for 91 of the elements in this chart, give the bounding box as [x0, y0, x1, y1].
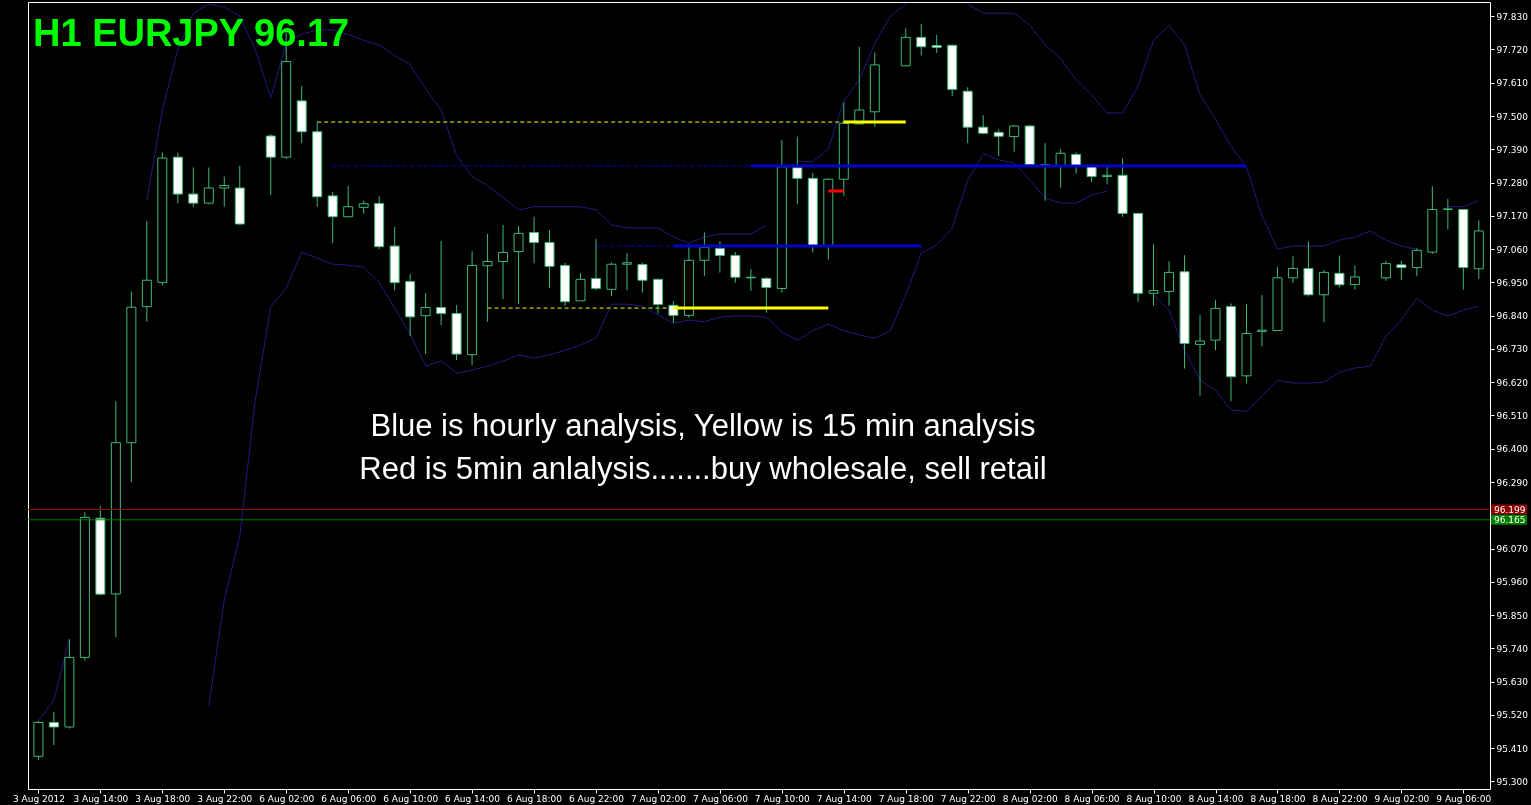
- candlestick: [621, 252, 632, 291]
- candlestick: [575, 272, 586, 302]
- y-tick-label: 95.520: [1496, 710, 1529, 721]
- candlestick: [714, 240, 725, 274]
- x-tick-label: 8 Aug 10:00: [1126, 793, 1182, 804]
- y-tick-label: 95.850: [1496, 610, 1529, 621]
- ref-line-label: 96.165: [1494, 514, 1526, 525]
- y-tick-label: 96.730: [1496, 344, 1529, 355]
- x-tick-label: 8 Aug 22:00: [1312, 793, 1368, 804]
- y-tick-label: 96.840: [1496, 311, 1529, 322]
- x-tick-label: 6 Aug 02:00: [259, 793, 315, 804]
- candlestick: [1256, 294, 1267, 347]
- y-tick-label: 95.630: [1496, 677, 1529, 688]
- y-tick-label: 97.280: [1496, 178, 1529, 189]
- y-tick-label: 97.170: [1496, 211, 1529, 222]
- x-tick-label: 6 Aug 14:00: [445, 793, 501, 804]
- candlestick: [1287, 255, 1298, 284]
- y-tick-label: 95.300: [1496, 776, 1529, 787]
- candlestick: [482, 233, 493, 323]
- candlestick: [498, 224, 509, 300]
- y-tick-label: 97.610: [1496, 78, 1529, 89]
- y-tick-label: 97.720: [1496, 44, 1529, 55]
- x-tick-label: 7 Aug 02:00: [630, 793, 687, 804]
- candlestick: [343, 185, 354, 218]
- x-tick-label: 6 Aug 06:00: [321, 793, 377, 804]
- candlestick: [219, 176, 230, 208]
- candlestick: [48, 711, 59, 746]
- x-tick-label: 8 Aug 18:00: [1250, 793, 1306, 804]
- candlestick: [529, 216, 540, 264]
- y-tick-label: 96.510: [1496, 410, 1529, 421]
- x-tick-label: 3 Aug 2012: [12, 793, 65, 804]
- annotation: Blue is hourly analysis, Yellow is 15 min analysis: [370, 408, 1036, 443]
- candlestick: [590, 238, 601, 291]
- y-tick-label: 97.830: [1496, 11, 1529, 22]
- y-tick-label: 96.290: [1496, 477, 1529, 488]
- x-tick-label: 7 Aug 10:00: [754, 793, 811, 804]
- candlestick: [1195, 314, 1206, 397]
- x-tick-label: 9 Aug 02:00: [1374, 793, 1430, 804]
- y-tick-label: 97.500: [1496, 111, 1529, 122]
- y-tick-label: 96.950: [1496, 277, 1529, 288]
- candlestick: [544, 229, 555, 289]
- x-tick-label: 3 Aug 18:00: [135, 793, 191, 804]
- chart-title: H1 EURJPY 96.17: [33, 12, 350, 54]
- candlestick: [1009, 124, 1020, 153]
- candlestick: [1318, 269, 1329, 323]
- x-tick-label: 3 Aug 14:00: [73, 793, 129, 804]
- x-tick-label: 8 Aug 02:00: [1002, 793, 1058, 804]
- x-tick-label: 6 Aug 10:00: [383, 793, 439, 804]
- x-tick-label: 7 Aug 18:00: [878, 793, 934, 804]
- x-tick-label: 3 Aug 22:00: [197, 793, 253, 804]
- candlestick: [699, 231, 710, 277]
- y-tick-label: 96.070: [1496, 544, 1529, 555]
- candlestick: [513, 225, 524, 305]
- y-tick-label: 95.410: [1496, 743, 1529, 754]
- candlestick: [761, 276, 772, 314]
- y-tick-label: 97.390: [1496, 144, 1529, 155]
- candlestick: [1349, 264, 1360, 291]
- y-tick-label: 95.960: [1496, 577, 1529, 588]
- candlestick: [637, 262, 648, 294]
- x-tick-label: 8 Aug 06:00: [1064, 793, 1120, 804]
- candlestick: [730, 251, 741, 284]
- candlestick: [1411, 247, 1422, 277]
- candlestick: [265, 133, 276, 196]
- x-tick-label: 9 Aug 06:00: [1436, 793, 1492, 804]
- annotation: Red is 5min anlalysis.......buy wholesale, sell retail: [359, 451, 1047, 486]
- x-tick-label: 7 Aug 22:00: [940, 793, 996, 804]
- candlestick: [1442, 198, 1453, 230]
- x-tick-label: 6 Aug 22:00: [569, 793, 625, 804]
- y-tick-label: 95.740: [1496, 643, 1529, 654]
- candlestick: [1380, 260, 1391, 282]
- ref-line-label: 96.199: [1494, 504, 1526, 515]
- candlestick: [1164, 260, 1175, 307]
- candlestick: [436, 240, 447, 326]
- candlestick: [327, 191, 338, 244]
- candlestick: [188, 166, 199, 208]
- y-tick-label: 97.060: [1496, 244, 1529, 255]
- x-tick-label: 8 Aug 14:00: [1188, 793, 1244, 804]
- candlestick: [420, 292, 431, 355]
- candlestick: [1148, 243, 1159, 307]
- candlestick: [993, 128, 1004, 157]
- x-tick-label: 7 Aug 14:00: [816, 793, 873, 804]
- candlestick: [792, 136, 803, 205]
- candlestick: [1334, 254, 1345, 289]
- candlestick: [1102, 166, 1113, 185]
- candlestick: [203, 166, 214, 205]
- x-tick-label: 6 Aug 18:00: [507, 793, 563, 804]
- y-tick-label: 96.620: [1496, 377, 1529, 388]
- candlestick: [916, 23, 927, 57]
- candlestick: [1396, 260, 1407, 281]
- y-tick-label: 96.400: [1496, 444, 1529, 455]
- x-tick-label: 7 Aug 06:00: [692, 793, 749, 804]
